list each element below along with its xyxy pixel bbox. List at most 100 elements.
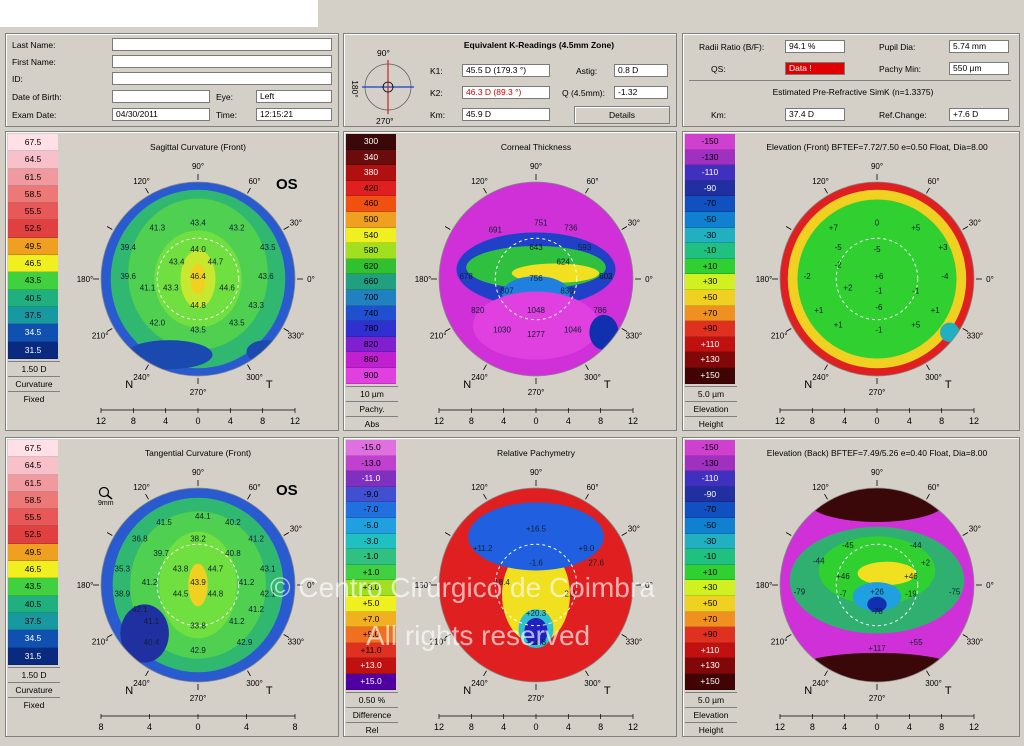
scale-cell: +50: [685, 289, 735, 306]
map-value: +1: [931, 306, 941, 315]
exam-date-field[interactable]: 04/30/2011: [112, 108, 210, 121]
map-value: 39.6: [120, 272, 136, 281]
map-value: 41.5: [156, 518, 172, 527]
map-value: 42.9: [190, 646, 206, 655]
axis-tick-label: 12: [290, 416, 300, 426]
scale-cell: +5.0: [346, 595, 396, 612]
axis-tick-label: 4: [907, 722, 912, 732]
scale-footer-1[interactable]: 1.50 D: [8, 360, 60, 377]
scale-cell: +150: [685, 673, 735, 690]
dob-field[interactable]: [112, 90, 210, 103]
scale-cell: -11.0: [346, 471, 396, 487]
axis-tick-label: 12: [775, 722, 785, 732]
compass-label: 120°: [812, 483, 829, 492]
map-value: +55: [909, 638, 923, 647]
compass-label: 240°: [133, 679, 150, 688]
scale-cell: 61.5: [8, 474, 58, 492]
map-value: -45: [842, 541, 854, 550]
map-value: 43.5: [229, 319, 245, 328]
qs-field[interactable]: Data !: [785, 62, 845, 75]
details-button[interactable]: Details: [574, 106, 670, 124]
axis-tick-label: 12: [434, 416, 444, 426]
scale-footer-3: Fixed: [8, 696, 60, 713]
scale-cell: 46.5: [8, 561, 58, 579]
map-value: -1: [875, 287, 883, 296]
eye-field[interactable]: Left: [256, 90, 332, 103]
compass-label: 180°: [77, 275, 94, 284]
topography-map[interactable]: 43.4 41.3 43.2 39.4 44.0 43.5 44.7 39.6 46.4 43.6…: [6, 132, 338, 430]
pupil-field: 5.74 mm: [949, 40, 1009, 53]
map-value: 2.2: [564, 590, 576, 599]
color-scale: 300 340 380 420 460 500 540 580 620 660 700 740 780 8…: [346, 134, 396, 384]
compass-label: 330°: [967, 332, 984, 341]
map-value: +46: [836, 572, 850, 581]
scale-cell: -70: [685, 196, 735, 212]
map-value: -4: [941, 272, 949, 281]
nasal-label: N: [804, 379, 812, 391]
scale-footer-1[interactable]: 1.50 D: [8, 666, 60, 683]
nasal-label: N: [125, 685, 133, 697]
scale-footer-1[interactable]: 10 µm: [346, 385, 398, 402]
scale-cell: +15.0: [346, 673, 396, 690]
color-scale: 67.5 64.5 61.5 58.5 55.5 52.5 49.5 46.5 43.5 40.5…: [8, 440, 58, 665]
color-scale: -150 -130 -110 -90 -70 -50 -30 -10 +10 +30 +50 +70 +…: [685, 134, 735, 384]
eye-label: Eye:: [216, 92, 234, 102]
map-value: 1048: [527, 306, 545, 315]
compass-label: 240°: [133, 373, 150, 382]
id-field[interactable]: [112, 72, 332, 85]
first-name-field[interactable]: [112, 55, 332, 68]
axis-tick-label: 8: [469, 416, 474, 426]
scale-cell: 500: [346, 211, 396, 228]
k-readings-panel: Equivalent K-Readings (4.5mm Zone) 90° 1…: [343, 33, 677, 127]
scale-cell: -110: [685, 471, 735, 487]
compass-label: 30°: [969, 219, 981, 228]
map-value: +2: [921, 559, 931, 568]
compass-label: 120°: [133, 483, 150, 492]
scale-footer-1[interactable]: 0.50 %: [346, 691, 398, 708]
map-panel-4: 67.5 64.5 61.5 58.5 55.5 52.5 49.5 46.5 43.5 40.5…: [5, 437, 339, 737]
topography-map[interactable]: 751 736 691 643 593 602 624 603 678 756 807 830 820 1…: [344, 132, 676, 430]
compass-label: 240°: [812, 679, 829, 688]
scale-cell: 37.5: [8, 306, 58, 325]
compass-label: 300°: [584, 373, 601, 382]
k-mini-180: 180°: [349, 80, 360, 98]
map-color-zone: [799, 652, 955, 682]
topography-map[interactable]: +70+5-5 +3-5-2 +6 -4-2+2 -1 -1-6+1 +1+1 +5-190°…: [683, 132, 1019, 430]
axis-tick-label: 8: [469, 722, 474, 732]
topography-map[interactable]: -45 -44-44 +2+46 +46-7 +26 -19-78-79 -75+117+5…: [683, 438, 1019, 736]
map-value: 41.2: [142, 578, 158, 587]
scale-cell: +150: [685, 367, 735, 384]
map-color-zone: [809, 488, 945, 522]
axis-tick-label: 12: [628, 722, 638, 732]
scale-footer-1[interactable]: 5.0 µm: [685, 385, 737, 402]
compass-label: 240°: [812, 373, 829, 382]
map-value: 43.3: [248, 301, 264, 310]
last-name-field[interactable]: [112, 38, 332, 51]
scale-cell: -1.0: [346, 549, 396, 565]
map-color-zone: [502, 546, 570, 644]
topography-map[interactable]: 41.5 44.1 40.2 36.8 38.2 41.2 39.7 40.8 43.8 44.7…: [6, 438, 338, 736]
compass-label: 330°: [288, 638, 305, 647]
map-value: 42.1: [132, 605, 148, 614]
scale-footer-1[interactable]: 5.0 µm: [685, 691, 737, 708]
scale-cell: +13.0: [346, 658, 396, 674]
map-value: 44.8: [190, 301, 206, 310]
scale-cell: +1.0: [346, 564, 396, 581]
compass-label: 30°: [628, 219, 640, 228]
map-value: 44.6: [219, 284, 235, 293]
map-value: 43.4: [169, 257, 185, 266]
radii-label: Radii Ratio (B/F):: [699, 42, 765, 52]
map-panel-6: -150 -130 -110 -90 -70 -50 -30 -10 +10 +30 +50 +70 +…: [682, 437, 1020, 737]
topography-map[interactable]: +16.5 +11.2 +9.0 -1.6 27.6 18.4 2.2 +20.3 +14.8 9…: [344, 438, 676, 736]
axis-tick-label: 8: [292, 722, 297, 732]
scale-footer-2: Pachy.: [346, 400, 398, 417]
compass-label: 60°: [927, 483, 939, 492]
map-value: 751: [534, 219, 548, 228]
axis-tick-label: 8: [939, 722, 944, 732]
compass-label: 60°: [586, 483, 598, 492]
scale-cell: -5.0: [346, 517, 396, 534]
zoom-icon[interactable]: [98, 486, 114, 502]
axis-tick-label: 4: [842, 416, 847, 426]
map-value: -1: [875, 325, 883, 334]
time-field[interactable]: 12:15:21: [256, 108, 332, 121]
